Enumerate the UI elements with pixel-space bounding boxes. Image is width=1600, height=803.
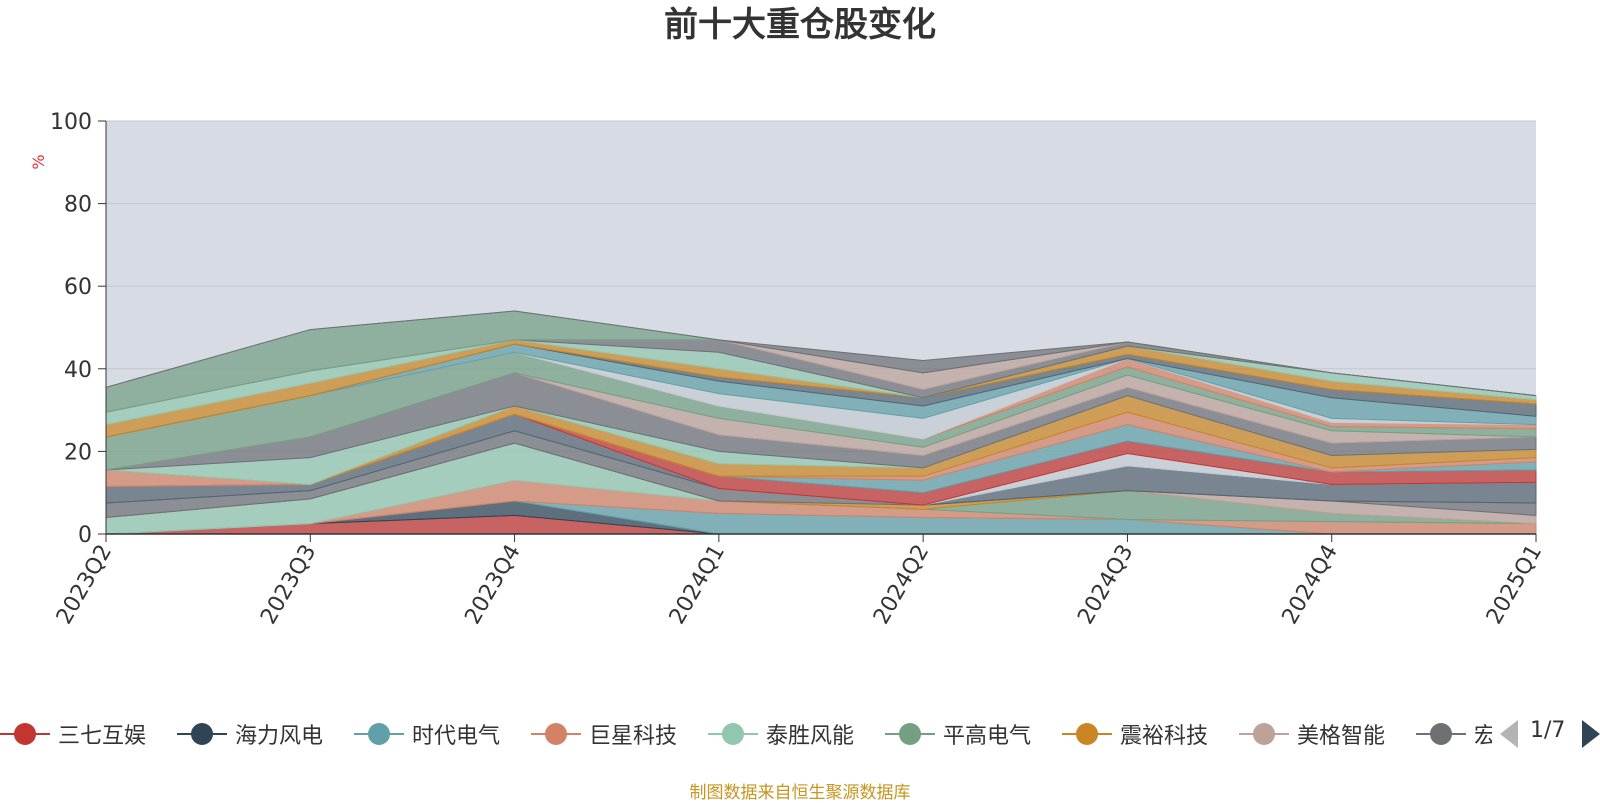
x-tick-label: 2024Q3 <box>1073 541 1138 629</box>
next-page-icon[interactable] <box>1582 720 1600 748</box>
prev-page-icon[interactable] <box>1500 720 1518 748</box>
legend-marker-icon <box>0 723 50 745</box>
legend-marker-icon <box>177 723 227 745</box>
x-tick-label: 2024Q1 <box>665 541 730 629</box>
legend-item[interactable]: 泰胜风能 <box>708 712 854 756</box>
legend-marker-icon <box>1062 723 1112 745</box>
axes <box>98 120 1537 542</box>
y-tick-label: 40 <box>64 358 92 383</box>
y-tick-label: 60 <box>64 275 92 300</box>
legend-label: 时代电气 <box>412 724 501 749</box>
legend-label: 海力风电 <box>235 724 324 749</box>
legend-item[interactable]: 时代电气 <box>354 712 500 756</box>
legend-marker-icon <box>531 723 581 745</box>
legend-pager: 1/7 <box>1500 716 1600 752</box>
x-tick-label: 2023Q4 <box>460 541 525 629</box>
x-tick-label: 2025Q1 <box>1482 541 1547 629</box>
legend-item[interactable]: 巨星科技 <box>531 712 677 756</box>
x-tick-label: 2023Q2 <box>52 541 117 629</box>
y-tick-label: 20 <box>64 440 92 465</box>
chart-title: 前十大重仓股变化 <box>664 5 936 45</box>
x-tick-label: 2023Q3 <box>256 541 321 629</box>
legend: 三七互娱 海力风电 时代电气 巨星科技 泰胜风能 平高电气 震裕科技 美格智能 宏发股份 <box>0 712 1492 756</box>
legend-label: 宏发股份 <box>1474 724 1492 749</box>
legend-marker-icon <box>1416 723 1466 745</box>
legend-label: 美格智能 <box>1297 724 1386 749</box>
legend-item[interactable]: 海力风电 <box>177 712 323 756</box>
x-tick-label: 2024Q2 <box>869 541 934 629</box>
legend-item[interactable]: 震裕科技 <box>1062 712 1208 756</box>
y-axis-label: % <box>29 154 48 169</box>
area-series <box>105 310 1537 535</box>
y-tick-label: 0 <box>78 523 92 548</box>
legend-item[interactable]: 美格智能 <box>1239 712 1385 756</box>
y-tick-label: 80 <box>64 193 92 218</box>
legend-marker-icon <box>1239 723 1289 745</box>
legend-label: 泰胜风能 <box>766 724 855 749</box>
legend-marker-icon <box>885 723 935 745</box>
legend-label: 三七互娱 <box>58 724 147 749</box>
source-note: 制图数据来自恒生聚源数据库 <box>689 783 911 803</box>
legend-item[interactable]: 三七互娱 <box>0 712 146 756</box>
x-tick-label: 2024Q4 <box>1278 541 1343 629</box>
legend-marker-icon <box>354 723 404 745</box>
legend-item[interactable]: 宏发股份 <box>1416 712 1492 756</box>
legend-label: 巨星科技 <box>589 724 678 749</box>
legend-label: 震裕科技 <box>1120 724 1209 749</box>
legend-item[interactable]: 平高电气 <box>885 712 1031 756</box>
legend-marker-icon <box>708 723 758 745</box>
area-series-28[interactable] <box>105 310 1537 397</box>
legend-label: 平高电气 <box>943 724 1032 749</box>
y-tick-label: 100 <box>50 110 92 135</box>
legend-page-info: 1/7 <box>1530 718 1566 743</box>
